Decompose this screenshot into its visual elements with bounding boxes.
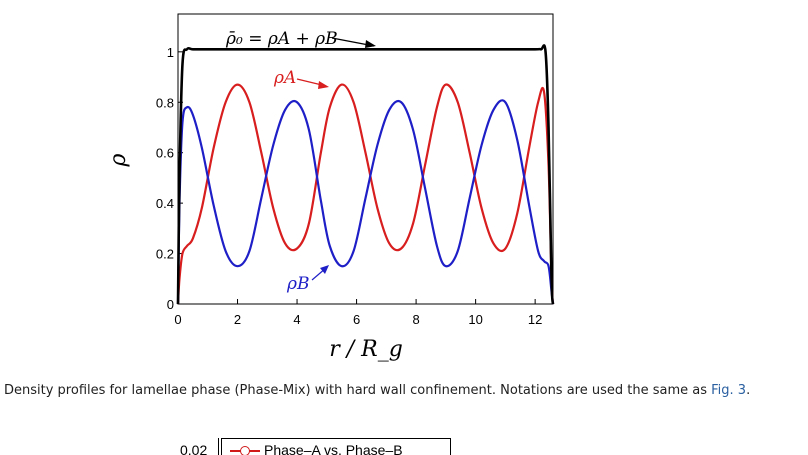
rho-b-line: [176, 99, 555, 305]
y-tick-label: 0.2: [156, 247, 174, 262]
rho-a-line: [176, 83, 555, 305]
annotation-rho-a-arrowhead: [318, 81, 329, 89]
x-tick-label: 10: [468, 312, 482, 327]
axis-ticks: 0 2 4 6 8 10 12 0 0.2 0.4 0.6 0.8 1: [156, 45, 542, 327]
plot-frame: [177, 13, 554, 305]
next-figure-axis: [218, 438, 219, 455]
next-figure-y-tick: 0.02: [180, 442, 208, 455]
total-density-line: [176, 44, 555, 305]
x-tick-label: 0: [174, 312, 181, 327]
next-figure-partial: 0.02 Phase–A vs. Phase–B: [0, 430, 808, 455]
annotation-rho-a: ρA: [273, 68, 296, 88]
legend-entry-label: Phase–A vs. Phase–B: [264, 442, 403, 455]
y-axis-label: ρ: [106, 153, 131, 167]
y-tick-label: 0.6: [156, 146, 174, 161]
x-tick-label: 8: [412, 312, 419, 327]
y-tick-label: 0.8: [156, 95, 174, 110]
y-tick-label: 0.4: [156, 196, 174, 211]
caption-text: Density profiles for lamellae phase (Pha…: [4, 383, 707, 398]
annotation-rho-b-arrowhead: [320, 265, 329, 274]
y-tick-label: 0: [167, 297, 174, 312]
density-profile-chart: 0 2 4 6 8 10 12 0 0.2 0.4 0.6 0.8 1 ρ r / R_g ρ̄₀ = …: [106, 13, 555, 362]
x-tick-label: 2: [234, 312, 241, 327]
next-figure-legend: Phase–A vs. Phase–B: [221, 438, 451, 455]
annotation-rho-b: ρB: [286, 274, 310, 294]
y-tick-label: 1: [167, 45, 174, 60]
figure-reference-link[interactable]: Fig. 3: [711, 383, 747, 398]
x-axis-label: r / R_g: [329, 337, 403, 362]
legend-circle-marker: [240, 446, 250, 455]
figure-caption: Density profiles for lamellae phase (Pha…: [4, 383, 804, 398]
series-layer: [176, 44, 555, 305]
annotation-total-arrowhead: [365, 40, 376, 48]
caption-end: .: [746, 383, 751, 398]
x-tick-label: 6: [353, 312, 360, 327]
annotation-total-density: ρ̄₀ = ρA + ρB: [225, 29, 338, 49]
x-tick-label: 4: [293, 312, 300, 327]
x-tick-label: 12: [528, 312, 542, 327]
